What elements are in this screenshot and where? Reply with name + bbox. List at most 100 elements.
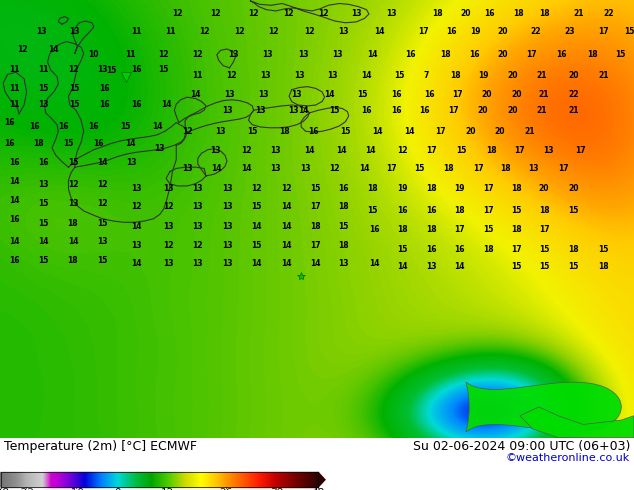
Text: 12: 12 — [226, 71, 236, 80]
Bar — [102, 472, 103, 487]
Text: 20: 20 — [461, 9, 471, 18]
Bar — [54, 472, 55, 487]
Bar — [45, 472, 46, 487]
Text: 13: 13 — [131, 184, 141, 193]
Text: 14: 14 — [38, 237, 48, 246]
Text: 14: 14 — [49, 45, 59, 53]
Text: 11: 11 — [9, 99, 19, 109]
Text: 13: 13 — [258, 90, 268, 98]
Bar — [44, 472, 45, 487]
Text: 38: 38 — [269, 488, 283, 490]
Bar — [180, 472, 181, 487]
Text: 13: 13 — [288, 106, 298, 115]
Text: 12: 12 — [304, 27, 314, 36]
Bar — [276, 472, 277, 487]
Bar — [8, 472, 9, 487]
Bar — [27, 472, 28, 487]
Text: 15: 15 — [158, 65, 169, 74]
Text: 12: 12 — [269, 27, 279, 36]
Text: 12: 12 — [68, 65, 78, 74]
Bar — [49, 472, 50, 487]
Text: 20: 20 — [507, 71, 517, 80]
Text: 12: 12 — [131, 202, 141, 211]
Text: 18: 18 — [432, 9, 443, 18]
Text: 21: 21 — [569, 106, 579, 115]
Bar — [169, 472, 170, 487]
Text: 18: 18 — [514, 9, 524, 18]
Text: 13: 13 — [98, 237, 108, 246]
Bar — [241, 472, 242, 487]
Text: 17: 17 — [453, 90, 463, 98]
Text: 11: 11 — [125, 50, 135, 59]
Bar — [305, 472, 306, 487]
Bar — [128, 472, 129, 487]
Bar — [124, 472, 125, 487]
Text: 14: 14 — [361, 71, 372, 80]
Bar — [59, 472, 60, 487]
Text: 15: 15 — [624, 27, 634, 36]
Bar — [13, 472, 14, 487]
Bar — [118, 472, 119, 487]
Text: 17: 17 — [436, 127, 446, 136]
Text: 12: 12 — [172, 9, 183, 18]
Bar — [106, 472, 107, 487]
Text: 14: 14 — [161, 99, 171, 109]
Text: 22: 22 — [604, 9, 614, 18]
Bar — [133, 472, 134, 487]
Bar — [270, 472, 271, 487]
Text: 12: 12 — [17, 45, 27, 53]
Text: 17: 17 — [515, 147, 525, 155]
Text: 14: 14 — [281, 202, 292, 211]
Bar — [194, 472, 195, 487]
Text: 15: 15 — [456, 147, 467, 155]
Bar — [284, 472, 285, 487]
Bar — [221, 472, 222, 487]
Text: -10: -10 — [68, 488, 84, 490]
Text: 16: 16 — [339, 184, 349, 193]
Text: 12: 12 — [68, 180, 78, 189]
Bar — [192, 472, 193, 487]
Bar — [239, 472, 240, 487]
Bar — [22, 472, 23, 487]
Bar — [173, 472, 174, 487]
Bar — [84, 472, 85, 487]
Bar — [74, 472, 75, 487]
Text: 13: 13 — [98, 65, 108, 74]
Text: 20: 20 — [497, 50, 507, 59]
Text: 13: 13 — [38, 180, 48, 189]
Bar — [143, 472, 144, 487]
Bar — [248, 472, 249, 487]
Text: 14: 14 — [368, 50, 378, 59]
Text: 11: 11 — [165, 27, 175, 36]
Bar — [39, 472, 40, 487]
Text: 13: 13 — [222, 202, 232, 211]
Bar — [233, 472, 234, 487]
Text: 18: 18 — [339, 202, 349, 211]
Bar — [96, 472, 97, 487]
Text: 12: 12 — [98, 180, 108, 189]
Text: 13: 13 — [70, 27, 80, 36]
Bar — [79, 472, 80, 487]
Bar — [126, 472, 127, 487]
Text: 21: 21 — [539, 90, 549, 98]
Polygon shape — [0, 472, 1, 487]
Bar — [266, 472, 267, 487]
Bar — [198, 472, 199, 487]
Bar — [134, 472, 135, 487]
Text: 16: 16 — [9, 158, 19, 167]
Bar — [63, 472, 64, 487]
Text: 13: 13 — [301, 164, 311, 173]
Text: 16: 16 — [446, 27, 456, 36]
Bar — [281, 472, 282, 487]
Text: 16: 16 — [426, 245, 436, 254]
Text: 13: 13 — [127, 158, 137, 167]
Bar — [223, 472, 224, 487]
Bar — [83, 472, 84, 487]
Bar — [110, 472, 111, 487]
Text: 16: 16 — [4, 139, 15, 148]
Bar — [195, 472, 196, 487]
Text: 20: 20 — [465, 127, 476, 136]
Bar — [161, 472, 162, 487]
Bar — [100, 472, 101, 487]
Bar — [116, 472, 117, 487]
